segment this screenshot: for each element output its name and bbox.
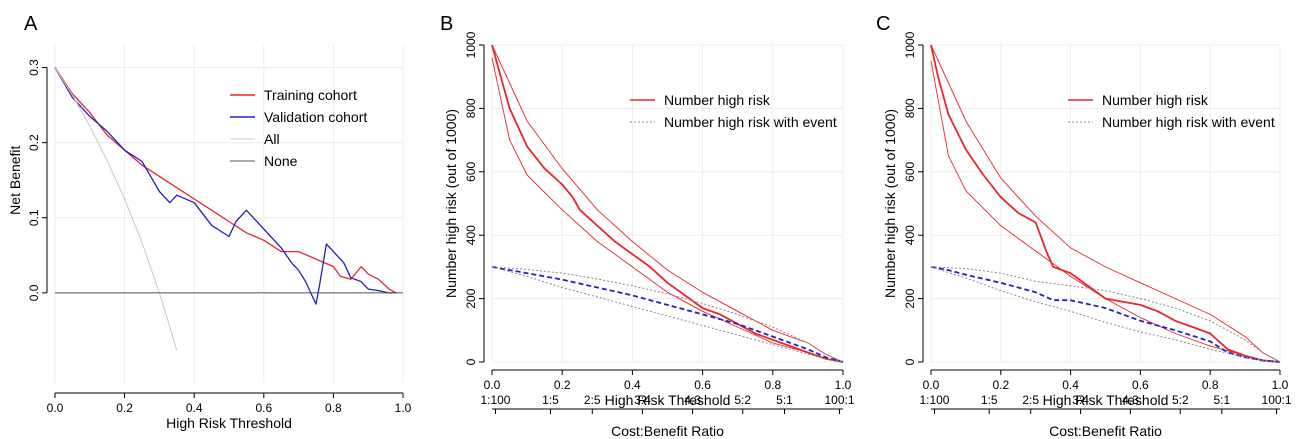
x-tick-label: 0.2: [554, 378, 571, 392]
cost-benefit-tick-label: 5:2: [734, 393, 751, 407]
series-line-number-high-risk: [491, 44, 844, 363]
panel-letter-c: C: [876, 13, 890, 35]
x-tick-label: 0.6: [1132, 378, 1149, 392]
cost-benefit-tick-label: 3:4: [634, 393, 651, 407]
y-tick-label: 200: [464, 288, 478, 308]
series-line-all: [54, 67, 178, 351]
cost-benefit-tick-label: 4:3: [684, 393, 701, 407]
cost-benefit-tick-label: 1:5: [542, 393, 559, 407]
chart-panel-c: 0.0 0.2 0.4 0.6 0.8 1.0 0 200 400 600 800 1000 High …: [882, 31, 1292, 439]
series-line-validation-cohort: [54, 67, 396, 305]
x-tick-label: 0.2: [116, 401, 133, 415]
x-tick-label: 0.0: [923, 378, 940, 392]
cost-benefit-tick-label: 1:100: [919, 393, 949, 407]
cost-benefit-tick-label: 1:100: [480, 393, 510, 407]
cost-benefit-tick-label: 3:4: [1072, 393, 1089, 407]
legend-label: Number high risk: [1102, 92, 1209, 108]
y-tick-label: 0.0: [27, 284, 41, 301]
series-line-number-high-risk-with-event-upper: [491, 266, 844, 363]
x-tick-label: 0.8: [764, 378, 781, 392]
cost-benefit-tick-label: 5:1: [1213, 393, 1230, 407]
cost-benefit-tick-label: 100:1: [1262, 393, 1292, 407]
y-tick-label: 600: [464, 161, 478, 181]
x-tick-label: 0.4: [186, 401, 203, 415]
x-tick-label: 0.4: [1062, 378, 1079, 392]
cost-benefit-axis-label: Cost:Benefit Ratio: [1049, 423, 1162, 439]
series-line-number-high-risk-with-event-lower: [930, 266, 1281, 363]
y-tick-label: 200: [903, 288, 917, 308]
series-line-number-high-risk-upper: [930, 44, 1281, 363]
cost-benefit-tick-label: 5:2: [1172, 393, 1189, 407]
y-tick-label: 0.2: [27, 134, 41, 151]
x-axis-label: High Risk Threshold: [1043, 392, 1169, 408]
cost-benefit-tick-label: 1:5: [981, 393, 998, 407]
chart-panel-a: 0.0 0.2 0.4 0.6 0.8 1.0 0.0 0.1 0.2 0.3 High Risk …: [7, 45, 412, 431]
x-tick-label: 0.6: [255, 401, 272, 415]
panel-letter-a: A: [24, 13, 38, 35]
y-axis-label: Number high risk (out of 1000): [882, 109, 898, 298]
cost-benefit-tick-label: 2:5: [1022, 393, 1039, 407]
legend-label: None: [264, 153, 298, 169]
series-line-number-high-risk-with-event-upper: [930, 266, 1281, 363]
x-tick-label: 0.2: [992, 378, 1009, 392]
y-tick-label: 400: [903, 225, 917, 245]
legend-label: Validation cohort: [264, 109, 367, 125]
y-axis-label: Number high risk (out of 1000): [443, 109, 459, 298]
y-tick-label: 0: [464, 358, 478, 365]
y-tick-label: 0: [903, 358, 917, 365]
y-tick-label: 0.1: [27, 209, 41, 226]
legend-label: Number high risk with event: [1102, 114, 1275, 130]
x-axis-label: High Risk Threshold: [605, 392, 731, 408]
x-tick-label: 1.0: [1272, 378, 1289, 392]
y-tick-label: 600: [903, 161, 917, 181]
y-tick-label: 400: [464, 225, 478, 245]
cost-benefit-tick-label: 100:1: [825, 393, 855, 407]
x-tick-label: 0.6: [694, 378, 711, 392]
cost-benefit-axis-label: Cost:Benefit Ratio: [611, 423, 724, 439]
series-line-number-high-risk-lower: [930, 60, 1281, 363]
panel-letter-b: B: [440, 13, 453, 35]
x-tick-label: 0.0: [484, 378, 501, 392]
legend-label: Number high risk with event: [664, 114, 837, 130]
legend-label: Number high risk: [664, 92, 771, 108]
legend-label: Training cohort: [264, 87, 357, 103]
cost-benefit-tick-label: 4:3: [1122, 393, 1139, 407]
series-line-number-high-risk-with-event-lower: [491, 266, 844, 363]
series-line-number-high-risk-with-event: [491, 266, 844, 363]
y-tick-label: 1000: [903, 31, 917, 58]
x-tick-label: 1.0: [835, 378, 852, 392]
y-tick-label: 800: [903, 98, 917, 118]
y-axis-label: Net Benefit: [7, 145, 23, 214]
x-tick-label: 0.0: [47, 401, 64, 415]
x-tick-label: 0.8: [1202, 378, 1219, 392]
x-tick-label: 0.4: [624, 378, 641, 392]
cost-benefit-tick-label: 2:5: [584, 393, 601, 407]
series-line-number-high-risk-upper: [491, 44, 844, 363]
x-tick-label: 0.8: [325, 401, 342, 415]
legend-label: All: [264, 131, 280, 147]
cost-benefit-tick-label: 5:1: [776, 393, 793, 407]
y-tick-label: 0.3: [27, 59, 41, 76]
y-tick-label: 800: [464, 98, 478, 118]
series-line-number-high-risk-with-event: [930, 266, 1281, 363]
series-line-number-high-risk-lower: [491, 57, 844, 363]
series-line-number-high-risk: [930, 44, 1281, 363]
y-tick-label: 1000: [464, 31, 478, 58]
chart-panel-b: 0.0 0.2 0.4 0.6 0.8 1.0 0 200 400 600 800 1000 High …: [443, 31, 855, 439]
x-tick-label: 1.0: [395, 401, 412, 415]
x-axis-label: High Risk Threshold: [166, 415, 292, 431]
